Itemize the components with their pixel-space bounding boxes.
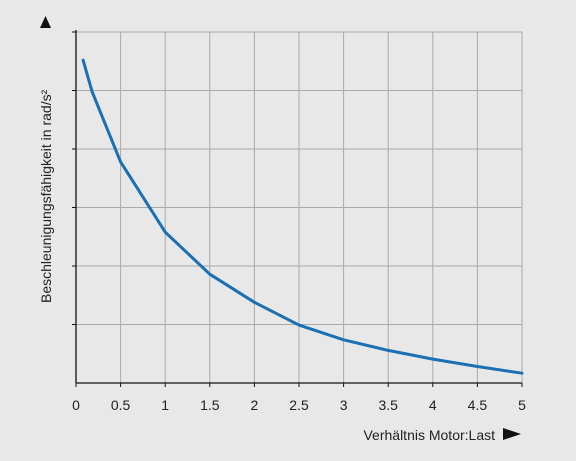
x-tick-label: 2 [251, 397, 259, 413]
x-axis-label: Verhältnis Motor:Last [363, 427, 495, 443]
x-tick-label: 0.5 [111, 397, 131, 413]
x-axis-arrow-icon [503, 428, 521, 440]
x-tick-label: 5 [518, 397, 526, 413]
y-axis-label: Beschleunigungsfähigkeit in rad/s² [38, 89, 54, 303]
x-tick-label: 3.5 [378, 397, 398, 413]
x-tick-label: 4 [429, 397, 437, 413]
x-tick-label: 4.5 [468, 397, 488, 413]
x-tick-label: 0 [72, 397, 80, 413]
series-line [81, 58, 524, 375]
x-tick-labels: 0 0.5 1 1.5 2 2.5 3 3.5 4 4.5 5 [72, 397, 526, 413]
series-group [81, 58, 524, 375]
x-tick-label: 1.5 [200, 397, 220, 413]
axes [72, 30, 523, 387]
grid [76, 31, 523, 383]
x-tick-label: 1 [161, 397, 169, 413]
x-tick-label: 2.5 [289, 397, 309, 413]
y-axis-arrow-icon [40, 16, 51, 28]
x-tick-label: 3 [340, 397, 348, 413]
